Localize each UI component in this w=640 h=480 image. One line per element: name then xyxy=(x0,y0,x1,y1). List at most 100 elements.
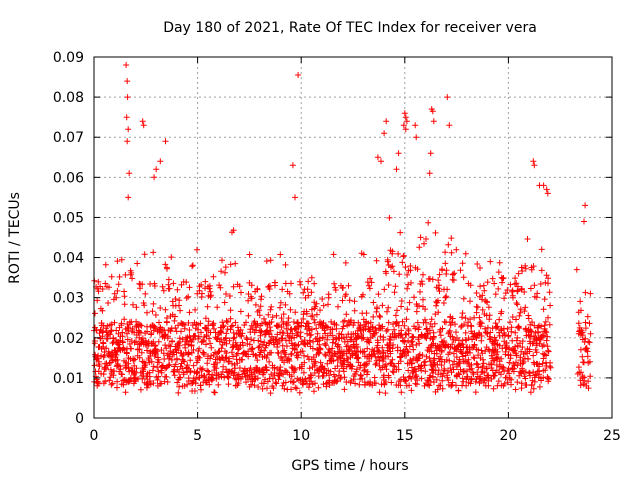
data-point xyxy=(408,375,415,382)
data-point xyxy=(401,322,408,329)
data-point xyxy=(426,327,433,334)
data-point xyxy=(473,335,480,342)
data-point xyxy=(427,358,434,365)
data-point xyxy=(257,329,264,336)
data-point xyxy=(383,270,390,277)
data-point xyxy=(121,316,128,323)
data-point xyxy=(330,357,337,364)
data-point xyxy=(255,384,262,390)
data-point xyxy=(165,276,172,283)
data-point xyxy=(254,357,261,364)
data-point xyxy=(231,334,238,341)
x-tick-label: 25 xyxy=(603,428,621,444)
data-point xyxy=(503,374,510,381)
data-point xyxy=(544,333,551,340)
data-point xyxy=(402,378,409,385)
data-point xyxy=(340,323,347,330)
data-point xyxy=(282,301,289,308)
data-point xyxy=(185,341,192,348)
data-point xyxy=(322,342,329,349)
data-point xyxy=(288,350,295,357)
data-point xyxy=(180,369,187,376)
data-point xyxy=(249,326,256,333)
data-point xyxy=(498,355,505,362)
data-point xyxy=(531,378,538,385)
data-point xyxy=(446,327,453,334)
data-point xyxy=(377,314,384,320)
data-point xyxy=(192,306,199,313)
data-point xyxy=(530,158,537,165)
data-point xyxy=(363,310,370,317)
data-point xyxy=(361,368,368,374)
data-point xyxy=(312,303,319,310)
data-point xyxy=(400,253,407,260)
data-point xyxy=(264,385,270,392)
data-point xyxy=(239,356,246,363)
data-point xyxy=(140,300,147,306)
data-point xyxy=(140,122,147,129)
data-point xyxy=(168,254,175,261)
data-point xyxy=(214,335,221,342)
data-point xyxy=(293,385,300,392)
data-point xyxy=(516,312,523,319)
data-point xyxy=(421,240,427,247)
data-point xyxy=(392,283,399,290)
data-point xyxy=(105,300,112,306)
data-point xyxy=(292,309,299,316)
data-point xyxy=(473,309,480,316)
data-point xyxy=(150,380,157,387)
data-point xyxy=(348,317,354,324)
data-point xyxy=(301,352,307,359)
data-point xyxy=(256,343,263,350)
data-point xyxy=(204,367,211,374)
data-point xyxy=(303,310,310,317)
data-point xyxy=(102,280,109,287)
data-point xyxy=(584,348,591,355)
data-point xyxy=(383,366,390,373)
data-point xyxy=(201,374,208,381)
data-point xyxy=(317,359,324,366)
data-point xyxy=(195,333,202,340)
data-point xyxy=(542,367,549,374)
data-point xyxy=(176,335,183,342)
data-point xyxy=(138,322,145,329)
data-point xyxy=(221,299,228,306)
data-point xyxy=(494,348,501,355)
data-point xyxy=(162,261,169,268)
data-point xyxy=(278,315,285,322)
data-point xyxy=(311,319,318,326)
data-point xyxy=(474,261,481,267)
data-point xyxy=(340,284,346,291)
y-tick-label: 0 xyxy=(75,411,84,427)
data-point xyxy=(354,344,361,350)
y-tick-label: 0.06 xyxy=(53,170,84,186)
data-point xyxy=(495,378,502,385)
data-point xyxy=(144,347,150,354)
data-point xyxy=(254,375,261,382)
data-point xyxy=(238,289,244,296)
data-point xyxy=(342,259,349,266)
chart-title: Day 180 of 2021, Rate Of TEC Index for r… xyxy=(163,20,537,36)
data-point xyxy=(257,338,264,345)
data-point xyxy=(246,341,253,348)
data-point xyxy=(258,293,265,300)
data-point xyxy=(512,329,519,336)
data-point xyxy=(439,373,446,380)
data-point xyxy=(223,330,230,337)
data-point xyxy=(429,108,436,115)
data-point xyxy=(494,323,501,330)
data-point xyxy=(300,381,306,388)
data-point xyxy=(277,251,284,258)
data-point xyxy=(399,259,406,266)
data-point xyxy=(176,302,182,309)
data-point xyxy=(319,334,326,341)
data-point xyxy=(331,350,338,357)
data-point xyxy=(507,281,514,288)
data-point xyxy=(166,361,173,368)
data-point xyxy=(218,345,225,352)
data-point xyxy=(243,319,249,326)
data-point xyxy=(470,354,477,361)
data-point xyxy=(327,368,334,375)
data-point xyxy=(410,355,417,362)
data-point xyxy=(381,363,388,370)
